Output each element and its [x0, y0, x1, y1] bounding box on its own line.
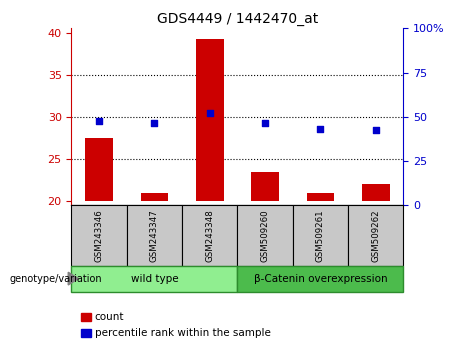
Text: GSM509260: GSM509260: [260, 209, 270, 262]
Polygon shape: [68, 272, 78, 285]
Bar: [237, 266, 403, 292]
Title: GDS4449 / 1442470_at: GDS4449 / 1442470_at: [157, 12, 318, 26]
Bar: [293, 205, 348, 266]
Point: [317, 126, 324, 131]
Bar: [71, 205, 127, 266]
Text: GSM243347: GSM243347: [150, 209, 159, 262]
Bar: [237, 205, 293, 266]
Point: [261, 120, 269, 126]
Text: genotype/variation: genotype/variation: [9, 274, 102, 284]
Text: percentile rank within the sample: percentile rank within the sample: [95, 328, 271, 338]
Bar: [196, 39, 224, 201]
Text: β-Catenin overexpression: β-Catenin overexpression: [254, 274, 387, 284]
Text: wild type: wild type: [130, 274, 178, 284]
Point: [95, 118, 103, 124]
Text: GSM509262: GSM509262: [371, 209, 380, 262]
Text: GSM243346: GSM243346: [95, 209, 104, 262]
Bar: [307, 193, 334, 201]
Bar: [348, 205, 403, 266]
Bar: [362, 184, 390, 201]
Text: GSM243348: GSM243348: [205, 209, 214, 262]
Bar: [127, 205, 182, 266]
Point: [372, 127, 379, 133]
Point: [206, 110, 213, 115]
Text: GSM509261: GSM509261: [316, 209, 325, 262]
Bar: [182, 205, 237, 266]
Point: [151, 120, 158, 126]
Bar: [81, 329, 91, 337]
Bar: [251, 172, 279, 201]
Bar: [141, 193, 168, 201]
Bar: [71, 266, 237, 292]
Bar: [81, 313, 91, 321]
Text: count: count: [95, 312, 124, 322]
Bar: [85, 138, 113, 201]
